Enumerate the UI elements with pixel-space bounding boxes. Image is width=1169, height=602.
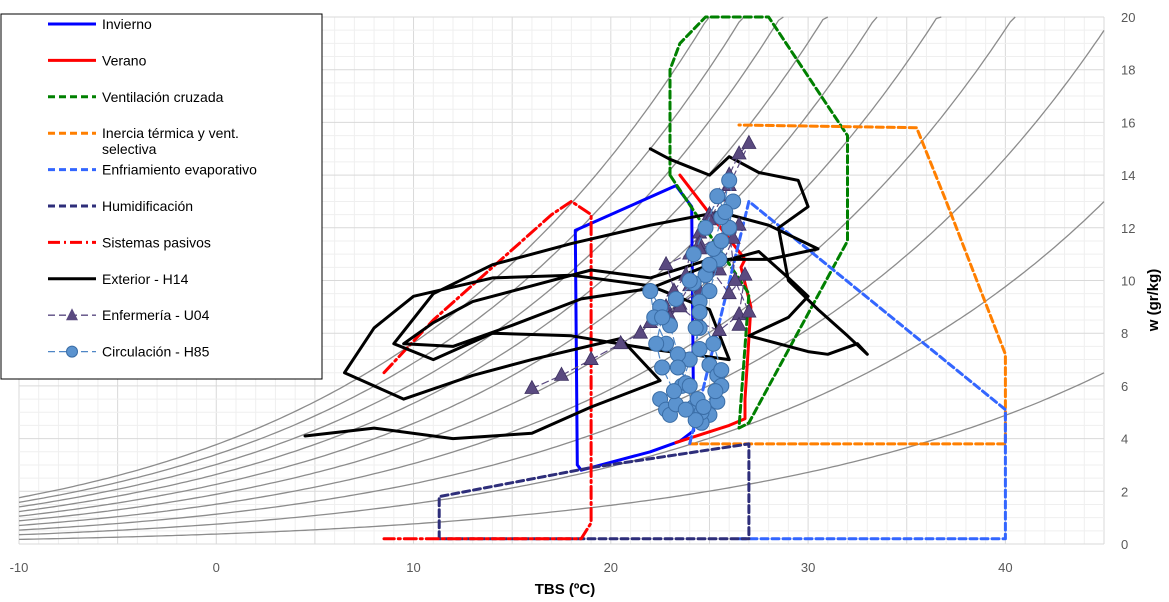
data-point-circle: [713, 232, 730, 249]
data-point-circle: [654, 359, 671, 376]
x-tick-label: 10: [406, 560, 420, 575]
x-tick-label: 40: [998, 560, 1012, 575]
data-point-circle: [667, 290, 684, 307]
x-tick-label: -10: [10, 560, 29, 575]
y-tick-label: 0: [1121, 537, 1128, 552]
data-point-circle: [687, 412, 704, 429]
data-point-triangle: [632, 324, 649, 339]
x-axis-title: TBS (ºC): [535, 581, 595, 598]
data-point-circle: [642, 283, 659, 300]
y-tick-label: 12: [1121, 221, 1135, 236]
rh-curve: [18, 16, 784, 508]
data-point-triangle: [731, 316, 747, 331]
data-point-circle: [654, 309, 671, 326]
data-point-circle: [677, 401, 694, 418]
data-point-circle: [685, 246, 702, 263]
data-point-circle: [695, 398, 712, 415]
x-tick-label: 20: [604, 560, 618, 575]
data-point-circle: [709, 188, 726, 205]
data-point-triangle: [524, 379, 540, 394]
y-tick-label: 4: [1121, 432, 1128, 447]
series-line-exterior-h14: [303, 147, 869, 441]
legend-label: Ventilación cruzada: [102, 89, 224, 105]
series-line-ventilaci-n-cruzada: [668, 15, 849, 430]
data-point-triangle: [613, 334, 629, 350]
y-tick-label: 18: [1121, 63, 1135, 78]
data-point-circle: [705, 335, 722, 352]
data-point-circle: [691, 341, 708, 358]
legend-label: Inercia térmica y vent. selectiva: [102, 125, 239, 157]
series-line-inercia-t-rmica-y-vent-selectiva: [688, 123, 1007, 446]
data-point-circle: [681, 272, 698, 289]
x-tick-label: 30: [801, 560, 815, 575]
data-point-circle: [721, 172, 738, 189]
data-point-circle: [691, 304, 708, 321]
legend-label: Exterior - H14: [102, 271, 189, 287]
data-point-circle: [697, 219, 714, 236]
legend-marker-circle: [66, 345, 78, 358]
y-tick-label: 16: [1121, 115, 1135, 130]
data-point-triangle: [731, 145, 747, 160]
rh-curve: [18, 16, 711, 499]
rh-curve: [18, 16, 942, 522]
y-tick-label: 2: [1121, 484, 1128, 499]
data-point-circle: [665, 383, 682, 400]
data-point-circle: [701, 256, 718, 273]
y-tick-label: 14: [1121, 168, 1135, 183]
data-point-triangle: [725, 229, 741, 244]
legend-marker-triangle: [66, 308, 78, 321]
series-line-humidificaci-n: [437, 442, 751, 541]
legend-label: Humidificación: [102, 198, 193, 214]
legend-label: Invierno: [102, 16, 152, 32]
data-point-circle: [713, 362, 730, 379]
data-point-circle: [648, 335, 665, 352]
legend-label: Sistemas pasivos: [102, 234, 211, 250]
legend-label: Enfermería - U04: [102, 307, 210, 323]
rh-curve: [18, 30, 1105, 531]
y-tick-label: 8: [1121, 326, 1128, 341]
legend-label: Verano: [102, 52, 147, 68]
y-tick-label: 10: [1121, 274, 1135, 289]
legend-label: Enfriamiento evaporativo: [102, 162, 257, 178]
data-point-triangle: [583, 350, 599, 365]
y-tick-label: 20: [1121, 10, 1135, 25]
axes-layer: -10 0 10 20 30 40 0 2 4 6 8 10 12 14 16 18 20: [10, 10, 1136, 575]
data-point-triangle: [741, 303, 757, 318]
series-line-sistemas-pasivos: [382, 199, 593, 541]
y-tick-label: 6: [1121, 379, 1128, 394]
data-point-circle: [669, 359, 686, 376]
rh-curve: [18, 16, 1016, 527]
data-point-triangle: [711, 321, 727, 336]
data-point-circle: [681, 377, 698, 394]
x-tick-label: 0: [213, 560, 220, 575]
data-point-circle: [687, 319, 704, 336]
data-point-triangle: [721, 284, 737, 300]
data-point-triangle: [741, 134, 757, 149]
rh-curve: [18, 16, 745, 503]
legend-box: [0, 13, 323, 380]
data-point-triangle: [553, 366, 570, 381]
series-layer: [303, 15, 1007, 541]
data-point-circle: [701, 283, 718, 300]
legend-label: Circulación - H85: [102, 344, 210, 360]
legend: Invierno Verano Ventilación cruzada Inercia…: [0, 13, 323, 380]
data-point-triangle: [727, 271, 743, 286]
data-point-circle: [707, 383, 724, 400]
data-point-triangle: [658, 255, 674, 271]
data-point-triangle: [737, 266, 753, 281]
series-line-enfriamiento-evaporativo: [688, 199, 1007, 541]
data-point-circle: [717, 203, 734, 220]
y-axis-title: w (gr/kg): [1145, 269, 1162, 333]
